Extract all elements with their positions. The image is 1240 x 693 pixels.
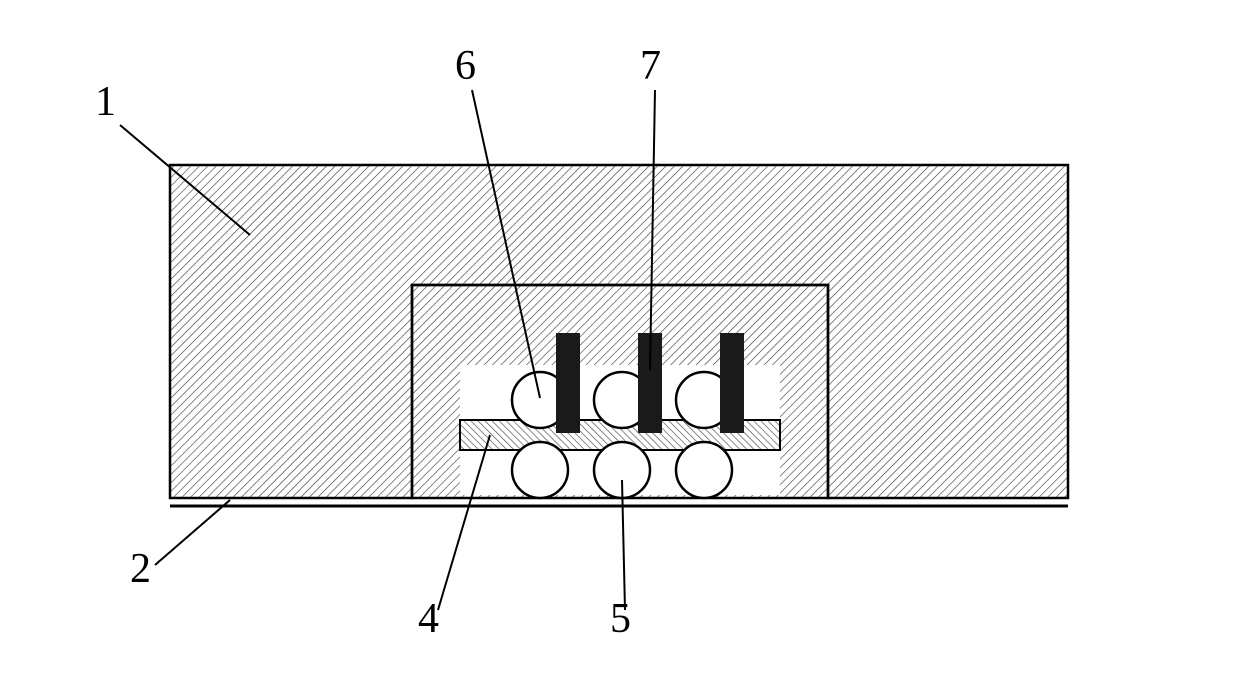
label-1: 1 xyxy=(95,78,116,126)
label-5: 5 xyxy=(610,595,631,643)
label-6: 6 xyxy=(455,42,476,90)
label-4: 4 xyxy=(418,595,439,643)
technical-diagram: 1 6 7 2 4 5 xyxy=(0,0,1240,688)
diagram-svg xyxy=(0,0,1240,688)
top-circles-group xyxy=(512,372,732,428)
label-7: 7 xyxy=(640,42,661,90)
label-2: 2 xyxy=(130,545,151,593)
